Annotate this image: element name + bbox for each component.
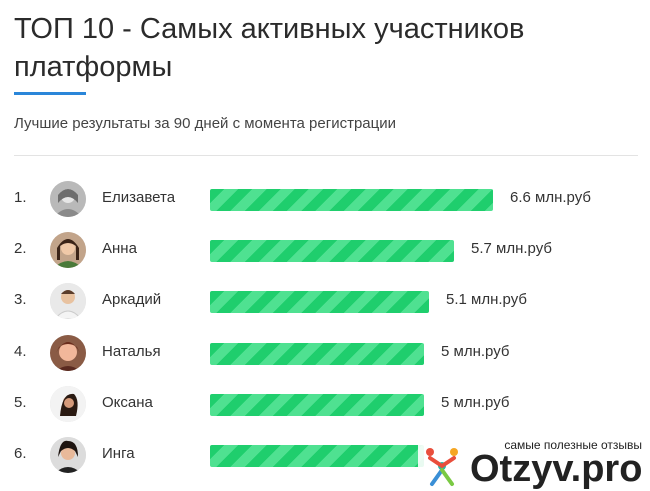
leaderboard-row: 6. Инга bbox=[0, 435, 650, 475]
rank-number: 5. bbox=[14, 394, 27, 411]
page-subtitle: Лучшие результаты за 90 дней с момента р… bbox=[14, 115, 396, 132]
value-bar bbox=[210, 240, 454, 262]
leaderboard-row: 4. Наталья 5 млн.руб bbox=[0, 333, 650, 373]
participant-name: Наталья bbox=[102, 343, 161, 360]
rank-number: 1. bbox=[14, 189, 27, 206]
value-label: 6.6 млн.руб bbox=[510, 189, 591, 206]
value-label: 5 млн.руб bbox=[441, 343, 510, 360]
leaderboard-row: 5. Оксана 5 млн.руб bbox=[0, 384, 650, 424]
participant-name: Инга bbox=[102, 445, 135, 462]
avatar bbox=[50, 386, 86, 422]
watermark: самые полезные отзывы Otzyv.pro bbox=[418, 436, 650, 490]
avatar bbox=[50, 283, 86, 319]
rank-number: 4. bbox=[14, 343, 27, 360]
leaderboard-row: 1. Елизавета 6.6 млн.руб bbox=[0, 179, 650, 219]
value-bar bbox=[210, 291, 429, 313]
avatar bbox=[50, 335, 86, 371]
avatar bbox=[50, 232, 86, 268]
value-bar bbox=[210, 394, 424, 416]
participant-name: Аркадий bbox=[102, 291, 162, 308]
value-label: 5.1 млн.руб bbox=[446, 291, 527, 308]
page-title: ТОП 10 - Самых активных участников платф… bbox=[14, 13, 525, 83]
participant-name: Анна bbox=[102, 240, 137, 257]
watermark-logo-icon bbox=[426, 448, 458, 486]
rank-number: 6. bbox=[14, 445, 27, 462]
participant-name: Елизавета bbox=[102, 189, 176, 206]
avatar bbox=[50, 437, 86, 473]
title-underline bbox=[14, 92, 86, 95]
watermark-caption: самые полезные отзывы bbox=[504, 438, 642, 452]
value-bar bbox=[210, 343, 424, 365]
value-label: 5.7 млн.руб bbox=[471, 240, 552, 257]
divider bbox=[14, 155, 638, 156]
value-bar bbox=[210, 445, 424, 467]
watermark-logo-text: Otzyv.pro bbox=[470, 448, 643, 490]
participant-name: Оксана bbox=[102, 394, 153, 411]
rank-number: 3. bbox=[14, 291, 27, 308]
rank-number: 2. bbox=[14, 240, 27, 257]
value-label: 5 млн.руб bbox=[441, 394, 510, 411]
value-bar bbox=[210, 189, 493, 211]
leaderboard-row: 3. Аркадий 5.1 млн.руб bbox=[0, 281, 650, 321]
leaderboard-row: 2. Анна 5.7 млн.руб bbox=[0, 230, 650, 270]
avatar bbox=[50, 181, 86, 217]
